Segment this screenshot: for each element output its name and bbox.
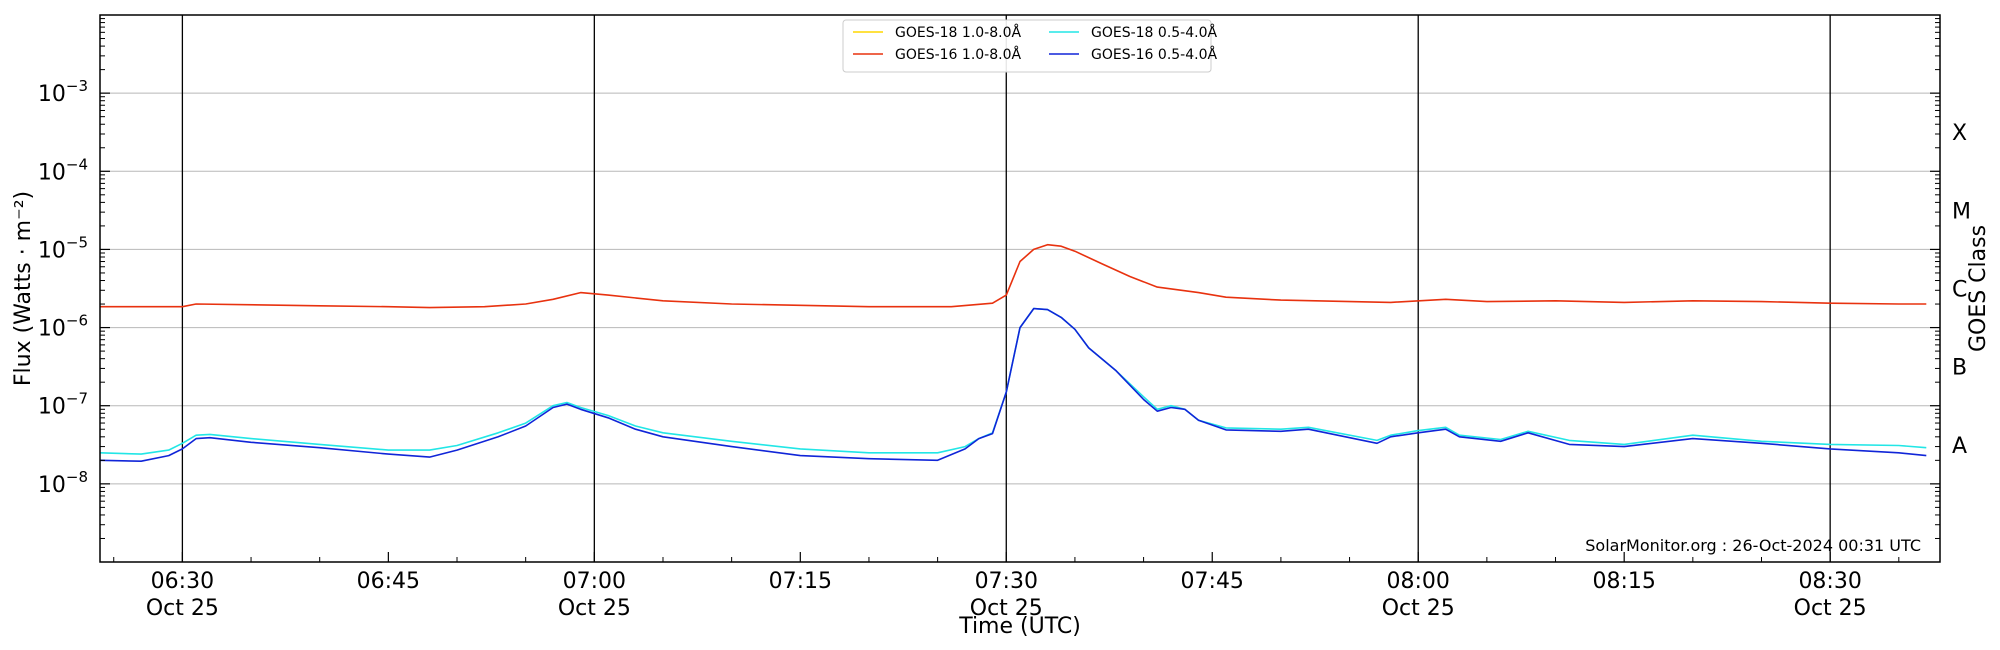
legend-label-2: GOES-18 0.5-4.0Å [1091,24,1217,41]
x-tick-label-1: 06:45 [357,569,420,594]
x-tick-label-0: 06:30 [151,569,214,594]
x-tick-label-5: 07:45 [1181,569,1244,594]
series-line-1 [100,243,1927,309]
x-tick-date-0: Oct 25 [146,596,219,621]
x-tick-date-6: Oct 25 [1382,596,1455,621]
x-tick-date-4: Oct 25 [970,596,1043,621]
series-lines [99,243,1927,463]
x-tick-date-2: Oct 25 [558,596,631,621]
goes-class-c: C [1952,278,1967,303]
plot-frame [99,14,1941,563]
y-tick-label-5: 10−3 [38,77,88,107]
x-tick-label-4: 07:30 [975,569,1038,594]
goes-class-m: M [1952,199,1971,224]
goes-class-x: X [1952,121,1967,146]
y-tick-label-1: 10−7 [38,390,88,420]
x-tick-label-3: 07:15 [769,569,832,594]
goes-class-ticks: A B C M X [1952,121,1971,459]
y-tick-label-4: 10−4 [38,155,88,185]
y-axis-ticks: 10−8 10−7 10−6 10−5 10−4 10−3 [38,18,1940,539]
x-tick-label-7: 08:15 [1592,569,1655,594]
y2-axis-title: GOES Class [1966,225,1991,352]
legend-label-0: GOES-18 1.0-8.0Å [895,24,1021,41]
x-tick-label-8: 08:30 [1798,569,1861,594]
x-tick-date-8: Oct 25 [1794,596,1867,621]
x-tick-label-6: 08:00 [1387,569,1450,594]
goes-class-b: B [1952,356,1967,381]
x-axis-title: Time (UTC) [958,614,1081,639]
legend-box [842,19,1212,73]
x-tick-label-2: 07:00 [563,569,626,594]
y-tick-label-3: 10−5 [38,233,88,263]
credit-text: SolarMonitor.org : 26-Oct-2024 00:31 UTC [1585,536,1921,555]
series-line-3 [99,307,1927,463]
goes-class-a: A [1952,434,1967,459]
legend-label-3: GOES-16 0.5-4.0Å [1091,46,1217,63]
legend: GOES-18 1.0-8.0Å GOES-16 1.0-8.0Å GOES-18 … [842,19,1217,73]
y-tick-label-2: 10−6 [38,312,88,342]
y-axis-title: Flux (Watts · m⁻²) [11,191,36,386]
y-tick-label-0: 10−8 [38,468,88,498]
legend-label-1: GOES-16 1.0-8.0Å [895,46,1021,63]
day-boundary-lines [181,15,1831,562]
